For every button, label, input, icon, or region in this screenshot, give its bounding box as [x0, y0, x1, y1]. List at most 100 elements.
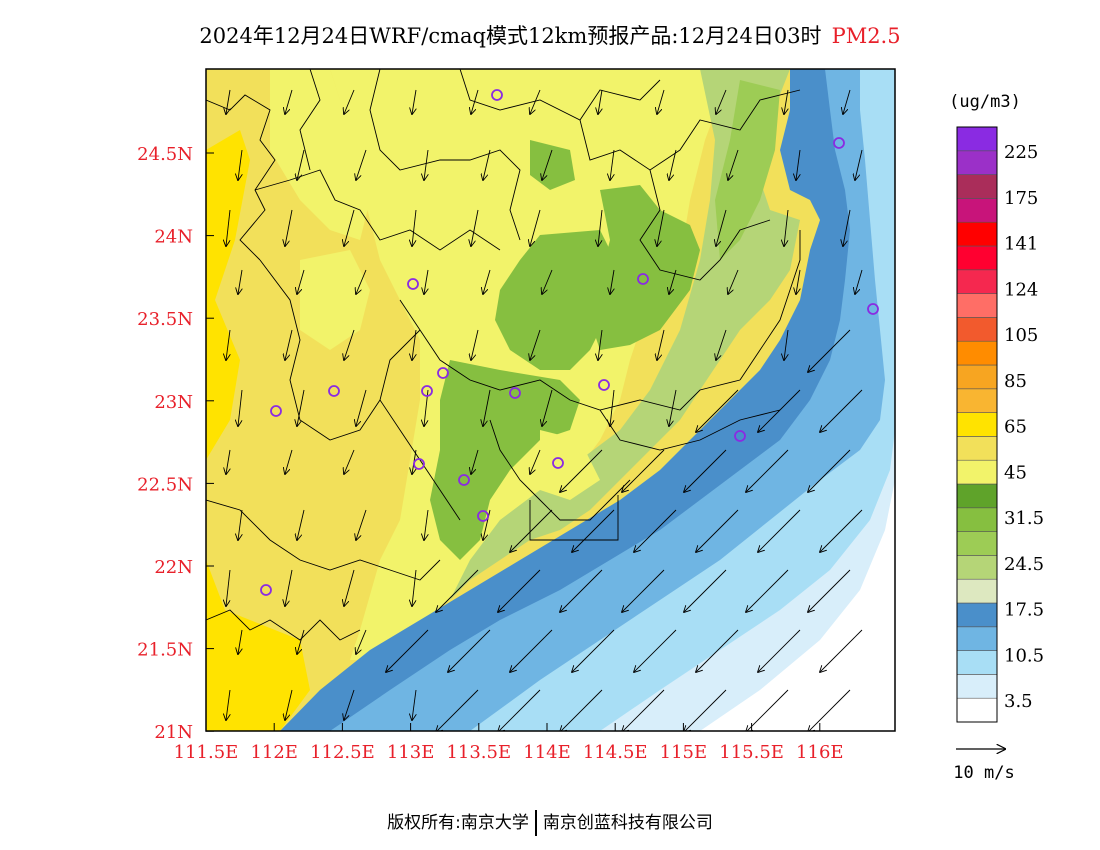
wind-arrow	[634, 629, 677, 672]
wind-arrow	[226, 329, 231, 360]
lat-label: 23N	[154, 392, 193, 413]
city-markers	[260, 89, 879, 596]
field-northwest	[206, 69, 290, 150]
wind-arrow	[784, 329, 789, 360]
wind-arrow	[796, 149, 801, 180]
lon-label: 112.5E	[310, 742, 375, 763]
wind-arrow	[297, 389, 305, 426]
wind-arrow	[344, 449, 355, 474]
wind-arrow	[669, 389, 677, 426]
colorbar-swatch	[956, 317, 998, 342]
colorbar-swatch	[956, 436, 998, 461]
field-sea-clean	[700, 480, 895, 731]
city-marker	[734, 430, 746, 442]
wind-arrow	[297, 269, 305, 294]
field-inner-yellow	[300, 250, 370, 350]
footer-left: 版权所有:南京大学	[387, 813, 529, 833]
colorbar-label: 10.5	[1004, 645, 1044, 666]
title-main: 2024年12月24日WRF/cmaq模式12km预报产品:12月24日03时	[199, 24, 822, 48]
wind-arrow	[820, 509, 863, 552]
wind-arrow	[498, 689, 541, 731]
wind-arrow	[746, 569, 789, 612]
wind-arrow	[758, 629, 801, 672]
city-marker	[509, 387, 521, 399]
colorbar-swatch	[956, 126, 998, 152]
colorbar-label: 45	[1004, 462, 1027, 483]
wind-arrow	[728, 269, 739, 294]
wind-arrow	[808, 329, 851, 372]
wind-arrow	[530, 329, 541, 360]
wind-arrow	[386, 629, 429, 672]
title-pollutant: PM2.5	[831, 24, 901, 48]
wind-arrow	[657, 329, 665, 360]
lat-label: 21.5N	[137, 640, 193, 661]
wind-arrow	[483, 149, 491, 180]
wind-arrow	[657, 89, 665, 114]
footer-separator	[534, 810, 537, 836]
wind-arrow	[796, 269, 800, 294]
wind-arrow	[598, 329, 603, 360]
field-southwest-bright	[206, 560, 310, 731]
colorbar-swatch	[956, 388, 998, 413]
field-green-central	[495, 230, 620, 370]
wind-arrow	[344, 89, 355, 114]
colorbar-swatch	[956, 650, 998, 675]
footer-right: 南京创蓝科技有限公司	[542, 813, 713, 833]
wind-arrow	[622, 689, 665, 731]
wind-arrow	[344, 569, 355, 606]
wind-arrow	[542, 269, 553, 294]
city-marker	[407, 278, 419, 290]
wind-arrow	[820, 389, 863, 432]
wind-arrow	[808, 689, 851, 731]
colorbar-swatch	[956, 674, 998, 699]
wind-arrow	[572, 509, 615, 552]
wind-arrow	[344, 209, 355, 246]
wind-arrow	[412, 569, 417, 606]
wind-arrow	[297, 629, 305, 654]
colorbar-swatch	[956, 578, 998, 604]
field-sea-light	[470, 69, 895, 731]
lat-label: 24.5N	[137, 144, 193, 165]
wind-arrow	[238, 149, 243, 180]
colorbar-label: 175	[1004, 188, 1038, 209]
wind-arrow	[684, 689, 727, 731]
wind-arrow	[716, 329, 727, 360]
wind-arrow	[843, 209, 851, 246]
wind-arrow	[610, 149, 615, 180]
field-north-yellow	[270, 69, 370, 240]
wind-arrow	[657, 209, 665, 246]
field-coastal-light-green	[450, 69, 800, 600]
wind-arrow	[483, 509, 491, 540]
colorbar-swatch	[956, 697, 998, 723]
wind-vectors	[226, 89, 863, 731]
wind-arrow	[226, 89, 230, 114]
wind-arrow	[424, 149, 429, 180]
colorbar-label: 24.5	[1004, 554, 1044, 575]
wind-arrow	[728, 149, 739, 180]
wind-arrow	[808, 449, 851, 492]
colorbar-swatch	[956, 483, 998, 509]
city-marker	[552, 457, 564, 469]
lon-label: 112E	[250, 742, 298, 763]
city-marker	[458, 474, 470, 486]
wind-arrow	[424, 509, 429, 540]
colorbar-label: 85	[1004, 371, 1027, 392]
colorbar-swatch	[956, 245, 998, 271]
wind-arrow	[716, 209, 727, 246]
wind-arrow	[297, 149, 305, 180]
wind-arrow	[784, 209, 789, 246]
city-marker	[437, 367, 449, 379]
lat-label: 23.5N	[137, 309, 193, 330]
colorbar-swatch	[956, 459, 998, 485]
wind-arrow	[530, 209, 541, 246]
wind-arrow	[344, 329, 355, 360]
colorbar-frame	[956, 126, 998, 723]
wind-arrow	[784, 89, 788, 114]
lat-label: 22.5N	[137, 474, 193, 495]
wind-arrow	[238, 509, 243, 540]
colorbar-swatch	[956, 293, 998, 318]
wind-arrow	[634, 509, 677, 552]
wind-arrow	[684, 569, 727, 612]
admin-boundaries	[206, 69, 801, 641]
wind-arrow	[530, 449, 541, 474]
